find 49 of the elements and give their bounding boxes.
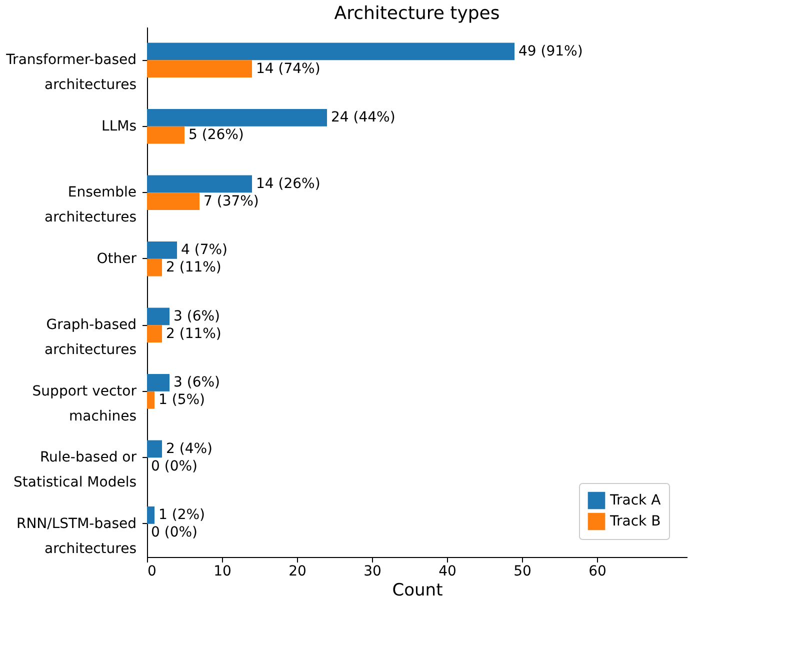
bar bbox=[147, 241, 177, 259]
bar bbox=[147, 175, 252, 193]
data-label: 5 (26%) bbox=[188, 127, 244, 144]
data-label: 14 (26%) bbox=[256, 176, 320, 192]
x-tick-label: 10 bbox=[214, 564, 232, 580]
legend-label: Track A bbox=[609, 492, 662, 508]
y-tick-label: Rule-based or Statistical Models bbox=[14, 450, 137, 491]
x-tick-label: 0 bbox=[148, 564, 156, 580]
y-tick-label: Support vector machines bbox=[32, 383, 137, 424]
bar bbox=[147, 325, 162, 343]
data-label: 1 (2%) bbox=[158, 507, 205, 524]
chart-title: Architecture types bbox=[334, 3, 500, 24]
bar bbox=[147, 440, 162, 458]
data-label: 0 (0%) bbox=[151, 458, 198, 474]
x-axis-title: Count bbox=[392, 580, 444, 600]
x-tick-label: 40 bbox=[438, 564, 456, 580]
bar bbox=[147, 126, 184, 144]
data-label: 2 (4%) bbox=[166, 440, 212, 457]
bar bbox=[147, 308, 170, 326]
y-tick-label: LLMs bbox=[102, 118, 136, 134]
x-tick-label: 30 bbox=[364, 564, 382, 580]
bar bbox=[147, 374, 170, 392]
data-label: 7 (37%) bbox=[204, 193, 259, 210]
data-label: 4 (7%) bbox=[181, 242, 228, 258]
bar bbox=[147, 108, 327, 126]
data-label: 2 (11%) bbox=[166, 260, 222, 276]
data-label: 14 (74%) bbox=[256, 60, 320, 77]
data-label: 3 (6%) bbox=[174, 374, 220, 391]
data-label: 0 (0%) bbox=[151, 524, 198, 541]
y-tick-label: Ensemble architectures bbox=[44, 184, 136, 226]
y-tick-label: RNN/LSTM-based architectures bbox=[16, 516, 136, 557]
y-tick-label: Other bbox=[96, 250, 137, 267]
x-tick-label: 60 bbox=[588, 564, 606, 580]
y-tick-label: Graph-based architectures bbox=[44, 317, 136, 358]
data-label: 1 (5%) bbox=[158, 392, 205, 408]
legend-label: Track B bbox=[609, 514, 661, 530]
data-label: 24 (44%) bbox=[331, 110, 396, 126]
bar bbox=[147, 60, 252, 78]
bar bbox=[147, 42, 514, 60]
bar bbox=[147, 506, 154, 524]
x-tick-label: 20 bbox=[288, 564, 306, 580]
data-label: 2 (11%) bbox=[166, 326, 222, 342]
bar bbox=[147, 258, 162, 276]
bar bbox=[147, 192, 200, 210]
data-label: 49 (91%) bbox=[518, 43, 583, 60]
x-tick-label: 50 bbox=[514, 564, 532, 580]
y-tick-label: Transformer-based architectures bbox=[5, 52, 136, 94]
bar bbox=[147, 391, 154, 409]
data-label: 3 (6%) bbox=[174, 308, 220, 324]
